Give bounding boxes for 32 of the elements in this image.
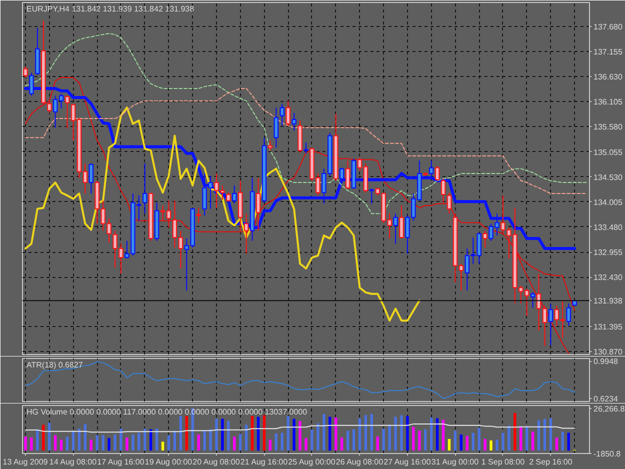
y-tick-label: 132.955 <box>594 248 623 258</box>
x-tick-label: 31 Aug 00:00 <box>431 458 480 466</box>
chart-title: EURJPY,H4 131.842 131.939 131.842 131.938 <box>26 4 195 14</box>
y-tick-label: 26,266.8 <box>594 404 625 414</box>
x-tick-label: 21 Aug 16:00 <box>240 458 288 466</box>
y-tick-label: 0.9948 <box>594 357 619 366</box>
y-tick-label: 132.430 <box>594 273 623 282</box>
x-tick-label: 20 Aug 08:00 <box>192 458 240 466</box>
x-tick-label: 2 Sep 16:00 <box>529 458 573 466</box>
y-tick-label: 135.580 <box>594 122 623 132</box>
y-tick-label: -1850.8 <box>594 450 622 458</box>
x-tick-label: 27 Aug 16:00 <box>384 458 432 466</box>
y-tick-label: 135.055 <box>594 148 623 157</box>
y-tick-label: 130.870 <box>594 348 623 357</box>
y-tick-label: 137.680 <box>594 22 623 32</box>
x-tick-label: 26 Aug 08:00 <box>336 458 384 466</box>
x-tick-label: 17 Aug 16:00 <box>97 458 145 466</box>
x-tick-label: 1 Sep 08:00 <box>481 458 526 466</box>
x-tick-label: 13 Aug 2009 <box>2 458 48 466</box>
chart-title: ATR(18) 0.6827 <box>26 360 84 370</box>
y-tick-label: 136.105 <box>594 98 623 107</box>
x-tick-label: 25 Aug 00:00 <box>288 458 336 466</box>
y-tick-label: 133.480 <box>594 222 623 232</box>
y-tick-label: 131.395 <box>594 322 623 332</box>
y-tick-label: 0.6234 <box>594 394 619 404</box>
x-tick-label: 14 Aug 08:00 <box>49 458 98 466</box>
ref-line-label: 131.938 <box>594 296 623 306</box>
y-tick-label: 134.530 <box>594 172 623 182</box>
y-tick-label: 136.630 <box>594 72 623 82</box>
y-tick-label: 137.155 <box>594 47 623 56</box>
y-tick-label: 134.005 <box>594 198 623 207</box>
x-tick-label: 19 Aug 00:00 <box>144 458 193 466</box>
